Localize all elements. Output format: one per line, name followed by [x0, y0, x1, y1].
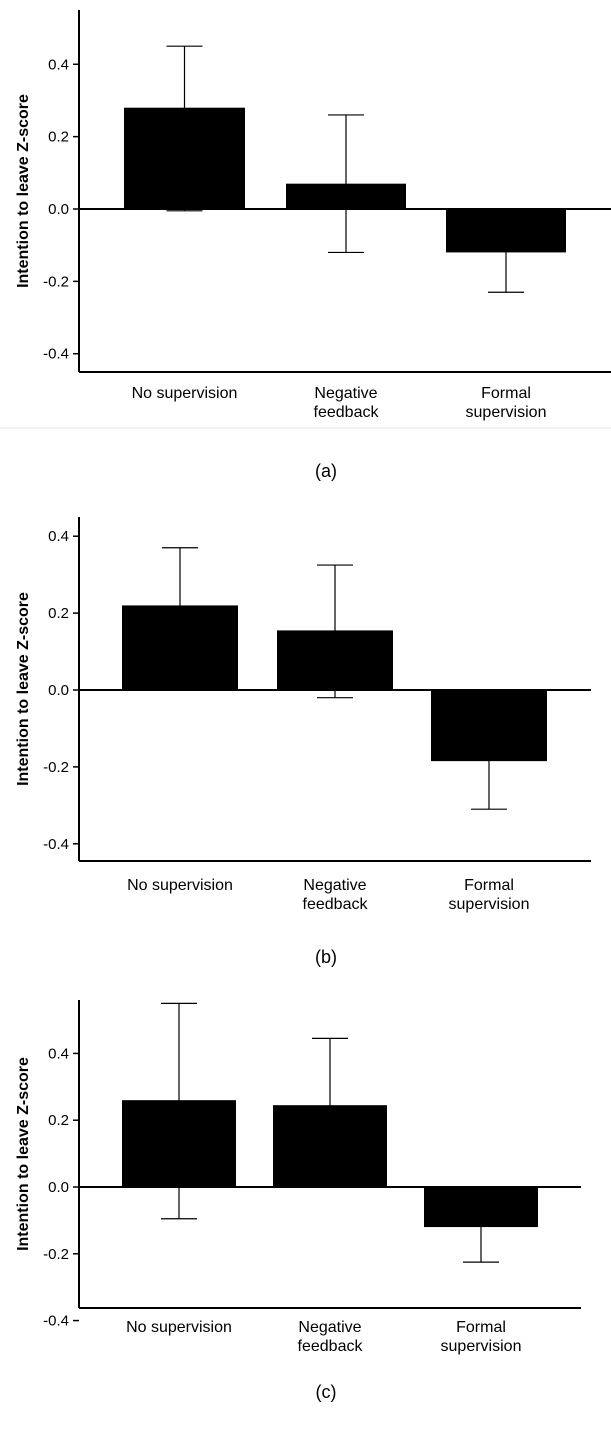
y-tick-label: -0.4 [43, 836, 69, 853]
panel-label: (a) [315, 461, 337, 481]
y-tick-label: 0.2 [48, 605, 69, 622]
y-tick-label: 0.0 [48, 1179, 69, 1196]
y-tick-label: 0.2 [48, 129, 69, 146]
y-axis-label: Intention to leave Z-score [15, 1057, 32, 1251]
x-tick-label: Formal [464, 877, 514, 894]
panel-label: (b) [315, 947, 337, 967]
y-axis-label: Intention to leave Z-score [15, 592, 32, 786]
y-tick-label: 0.0 [48, 201, 69, 218]
y-tick-label: -0.2 [43, 1246, 69, 1263]
y-tick-label: -0.2 [43, 759, 69, 776]
x-tick-label: feedback [303, 896, 369, 913]
chart-panel-1: 0.4 0.2 0.0 -0.2 -0.4 Intention to leave Z-sc… [0, 10, 611, 481]
y-tick-label: 0.2 [48, 1112, 69, 1129]
x-tick-label: No supervision [126, 1319, 232, 1336]
x-tick-label: supervision [441, 1338, 522, 1355]
x-tick-label: supervision [466, 404, 547, 421]
y-tick-label: -0.2 [43, 273, 69, 290]
y-tick-label: 0.0 [48, 682, 69, 699]
chart-panel-2: 0.4 0.2 0.0 -0.2 -0.4 Intention to leave Z-sc… [15, 517, 591, 967]
x-tick-label: Formal [456, 1319, 506, 1336]
x-tick-label: feedback [314, 404, 380, 421]
x-tick-label: Negative [314, 385, 377, 402]
x-tick-label: supervision [449, 896, 530, 913]
x-tick-label: Negative [303, 877, 366, 894]
panel-label: (c) [316, 1382, 337, 1402]
chart-panel-3: 0.4 0.2 0.0 -0.2 -0.4 Intention to leave Z-sc… [15, 1000, 581, 1402]
x-tick-label: Formal [481, 385, 531, 402]
x-tick-label: No supervision [132, 385, 238, 402]
y-tick-label: -0.4 [43, 1313, 69, 1330]
y-tick-label: 0.4 [48, 528, 69, 545]
y-axis-label: Intention to leave Z-score [15, 94, 32, 288]
y-tick-label: 0.4 [48, 1045, 69, 1062]
y-tick-label: 0.4 [48, 56, 69, 73]
x-tick-label: No supervision [127, 877, 233, 894]
y-tick-label: -0.4 [43, 346, 69, 363]
x-tick-label: feedback [298, 1338, 364, 1355]
x-tick-label: Negative [298, 1319, 361, 1336]
